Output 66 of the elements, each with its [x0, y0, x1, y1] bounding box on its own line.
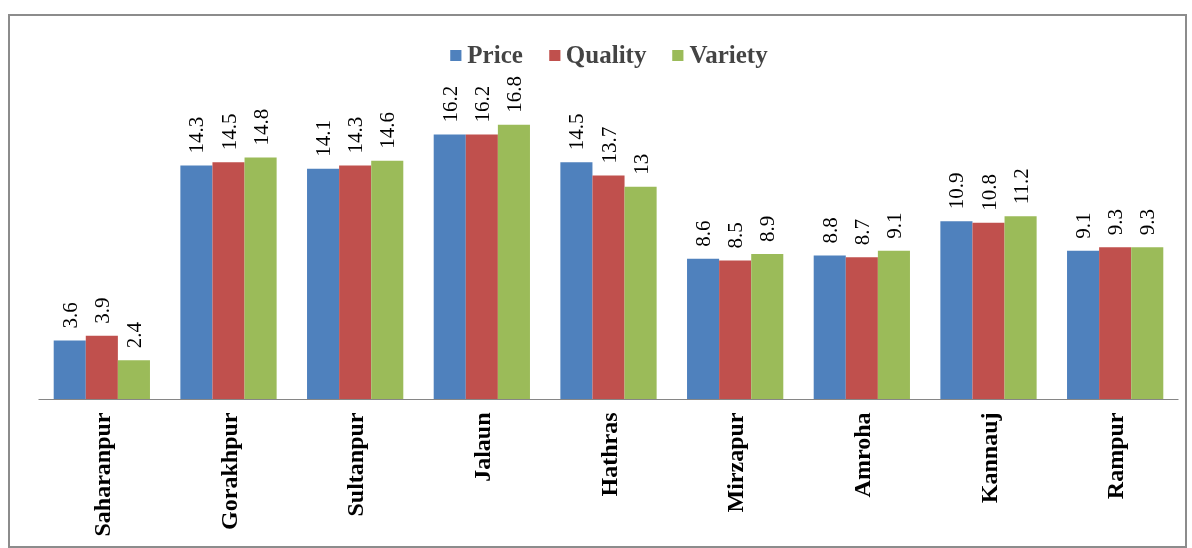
- data-label: 14.1: [311, 120, 336, 157]
- bar: [845, 257, 878, 400]
- data-label: 16.8: [501, 75, 526, 113]
- legend-label: Variety: [689, 41, 768, 69]
- bar: [813, 255, 846, 400]
- bar: [877, 250, 910, 400]
- data-label: 8.6: [691, 220, 716, 247]
- data-label: 9.3: [1135, 209, 1160, 236]
- x-tick-label: Gorakhpur: [215, 412, 242, 530]
- bar: [940, 221, 973, 400]
- x-tick-label: Saharanpur: [88, 412, 115, 537]
- bar: [53, 340, 86, 400]
- bar: [244, 157, 277, 400]
- x-tick-label: Rampur: [1102, 412, 1129, 500]
- bar: [433, 134, 466, 400]
- data-label: 10.9: [944, 172, 969, 210]
- bar: [1099, 247, 1132, 400]
- bar: [1067, 250, 1100, 400]
- bar: [117, 360, 150, 400]
- data-label: 8.7: [849, 218, 874, 246]
- data-label: 8.9: [755, 215, 780, 242]
- bar: [972, 222, 1005, 400]
- bar: [180, 165, 213, 400]
- bar: [85, 335, 118, 400]
- data-label: 3.9: [89, 297, 114, 324]
- bar: [212, 162, 245, 400]
- data-label: 14.5: [216, 113, 241, 151]
- data-label: 14.3: [184, 116, 209, 154]
- data-label: 14.5: [564, 113, 589, 151]
- data-label: 13: [628, 153, 653, 175]
- bar: [624, 186, 657, 400]
- x-tick-label: Sultanpur: [342, 412, 369, 517]
- bar: [687, 258, 720, 400]
- data-label: 14.6: [375, 111, 400, 149]
- data-label: 16.2: [437, 85, 462, 123]
- data-label: 14.3: [343, 116, 368, 154]
- data-label: 16.2: [469, 85, 494, 123]
- data-label: 8.8: [817, 217, 842, 244]
- bar: [751, 253, 784, 400]
- bar: [592, 175, 625, 400]
- data-label: 9.1: [1071, 212, 1096, 239]
- data-label: 8.5: [723, 222, 748, 249]
- bar: [307, 168, 340, 400]
- data-label: 2.4: [121, 321, 146, 349]
- bar: [1131, 247, 1164, 400]
- data-label: 13.7: [596, 126, 621, 164]
- x-tick-label: Kannauj: [975, 412, 1002, 504]
- x-tick-label: Mirzapur: [722, 412, 749, 513]
- bar: [719, 260, 752, 400]
- data-label: 9.3: [1103, 209, 1128, 236]
- data-label: 9.1: [881, 212, 906, 239]
- x-tick-label: Amroha: [848, 412, 875, 498]
- bar: [371, 160, 404, 400]
- bar: [497, 124, 530, 400]
- data-label: 3.6: [57, 302, 82, 329]
- bar: [465, 134, 498, 400]
- legend-label: Quality: [565, 41, 647, 69]
- data-label: 11.2: [1008, 168, 1033, 205]
- data-label: 10.8: [976, 174, 1001, 211]
- x-tick-label: Jalaun: [468, 412, 495, 482]
- bar: [1004, 216, 1037, 400]
- bar: [339, 165, 372, 400]
- bar: [560, 162, 593, 400]
- data-label: 14.8: [248, 108, 273, 146]
- x-tick-label: Hathras: [595, 412, 622, 497]
- legend-label: Price: [467, 41, 523, 69]
